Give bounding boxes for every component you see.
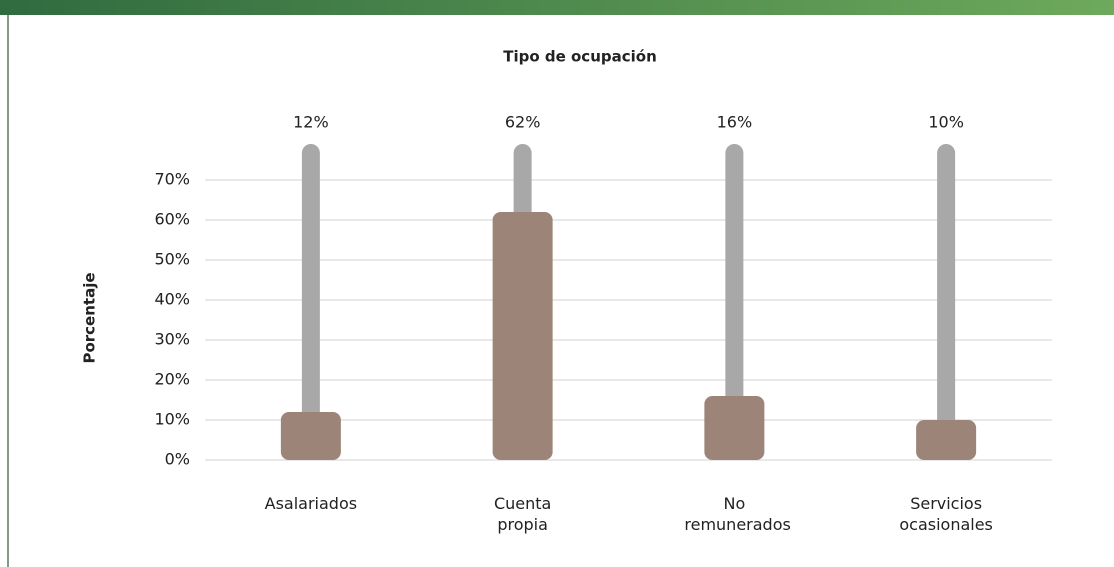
x-tick-label: Servicios ocasionales <box>899 494 993 534</box>
data-label: 10% <box>928 113 964 132</box>
y-tick-label: 70% <box>154 170 190 189</box>
chart-title: Tipo de ocupación <box>503 48 657 66</box>
bar-track <box>725 144 744 460</box>
bar-track <box>937 144 956 460</box>
data-label: 12% <box>293 113 329 132</box>
y-axis-label: Porcentaje <box>81 272 99 363</box>
y-tick-label: 60% <box>154 210 190 229</box>
y-tick-label: 30% <box>154 330 190 349</box>
y-tick-label: 0% <box>165 450 190 469</box>
bar <box>280 412 341 460</box>
data-label: 62% <box>505 113 541 132</box>
y-tick-label: 40% <box>154 290 190 309</box>
x-tick-label: Asalariados <box>264 494 358 513</box>
data-label: 16% <box>717 113 753 132</box>
bar <box>492 212 553 460</box>
y-tick-label: 20% <box>154 370 190 389</box>
bar <box>704 396 765 460</box>
x-tick-label: No remunerados <box>684 494 791 534</box>
y-tick-label: 10% <box>154 410 190 429</box>
y-tick-label: 50% <box>154 250 190 269</box>
bar-track <box>301 144 320 460</box>
header-bar <box>0 0 1114 15</box>
bar <box>916 420 977 460</box>
x-tick-label: Cuenta propia <box>493 494 552 534</box>
